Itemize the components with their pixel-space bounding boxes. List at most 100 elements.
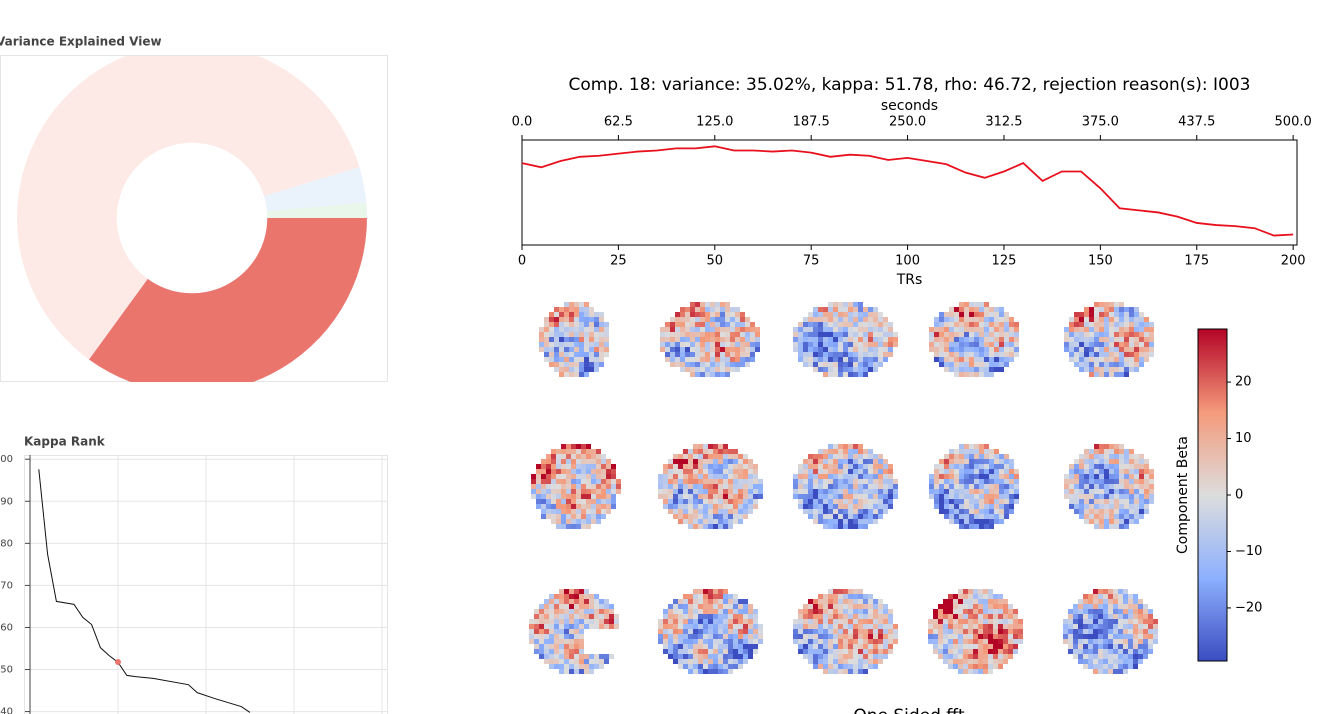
voxel (604, 654, 609, 659)
voxel (1133, 614, 1138, 619)
voxel (1094, 342, 1099, 347)
voxel (581, 489, 586, 494)
voxel (1099, 459, 1104, 464)
voxel (1139, 332, 1144, 337)
voxel (863, 659, 868, 664)
voxel (668, 644, 673, 649)
voxel (833, 357, 838, 362)
voxel (743, 659, 748, 664)
voxel (551, 514, 556, 519)
voxel (933, 624, 938, 629)
voxel (873, 322, 878, 327)
voxel (1083, 604, 1088, 609)
voxel (683, 649, 688, 654)
voxel (609, 609, 614, 614)
voxel (728, 649, 733, 654)
voxel (1074, 342, 1079, 347)
voxel (863, 644, 868, 649)
voxel (584, 594, 589, 599)
voxel (673, 619, 678, 624)
voxel (554, 634, 559, 639)
voxel (556, 449, 561, 454)
voxel (883, 322, 888, 327)
voxel (853, 504, 858, 509)
voxel (823, 504, 828, 509)
voxel (713, 489, 718, 494)
voxel (838, 494, 843, 499)
voxel (803, 654, 808, 659)
voxel (574, 337, 579, 342)
voxel (853, 669, 858, 674)
voxel (710, 332, 715, 337)
voxel (934, 357, 939, 362)
voxel (968, 649, 973, 654)
voxel (1119, 454, 1124, 459)
voxel (599, 624, 604, 629)
voxel (1113, 604, 1118, 609)
voxel (1089, 449, 1094, 454)
voxel (808, 454, 813, 459)
voxel (748, 649, 753, 654)
voxel (693, 504, 698, 509)
voxel (725, 347, 730, 352)
voxel (584, 327, 589, 332)
voxel (978, 604, 983, 609)
voxel (848, 509, 853, 514)
voxel (948, 664, 953, 669)
voxel (998, 609, 1003, 614)
voxel (838, 352, 843, 357)
voxel (818, 362, 823, 367)
voxel (994, 322, 999, 327)
voxel (1138, 604, 1143, 609)
voxel (740, 337, 745, 342)
voxel (594, 664, 599, 669)
voxel (974, 367, 979, 372)
voxel (733, 664, 738, 669)
voxel (808, 352, 813, 357)
voxel (944, 514, 949, 519)
voxel (1118, 659, 1123, 664)
voxel (873, 609, 878, 614)
voxel (878, 332, 883, 337)
voxel (589, 307, 594, 312)
voxel (1074, 362, 1079, 367)
voxel (733, 494, 738, 499)
voxel (1149, 347, 1154, 352)
voxel (703, 624, 708, 629)
voxel (943, 649, 948, 654)
voxel (1134, 469, 1139, 474)
voxel (1094, 312, 1099, 317)
voxel (878, 464, 883, 469)
voxel (703, 454, 708, 459)
voxel (888, 639, 893, 644)
voxel (954, 327, 959, 332)
voxel (948, 619, 953, 624)
voxel (710, 322, 715, 327)
voxel (728, 499, 733, 504)
voxel (868, 654, 873, 659)
voxel (544, 629, 549, 634)
voxel (973, 654, 978, 659)
voxel (853, 639, 858, 644)
voxel (964, 322, 969, 327)
voxel (733, 499, 738, 504)
voxel (994, 454, 999, 459)
voxel (1139, 474, 1144, 479)
voxel (843, 624, 848, 629)
voxel (793, 327, 798, 332)
voxel (933, 649, 938, 654)
voxel (1119, 367, 1124, 372)
voxel (693, 644, 698, 649)
voxel (579, 317, 584, 322)
voxel (1123, 604, 1128, 609)
voxel (979, 347, 984, 352)
voxel (688, 524, 693, 529)
voxel (569, 669, 574, 674)
voxel (693, 454, 698, 459)
voxel (989, 504, 994, 509)
voxel (690, 352, 695, 357)
voxel (1104, 367, 1109, 372)
voxel (853, 664, 858, 669)
voxel (733, 649, 738, 654)
voxel (1149, 499, 1154, 504)
